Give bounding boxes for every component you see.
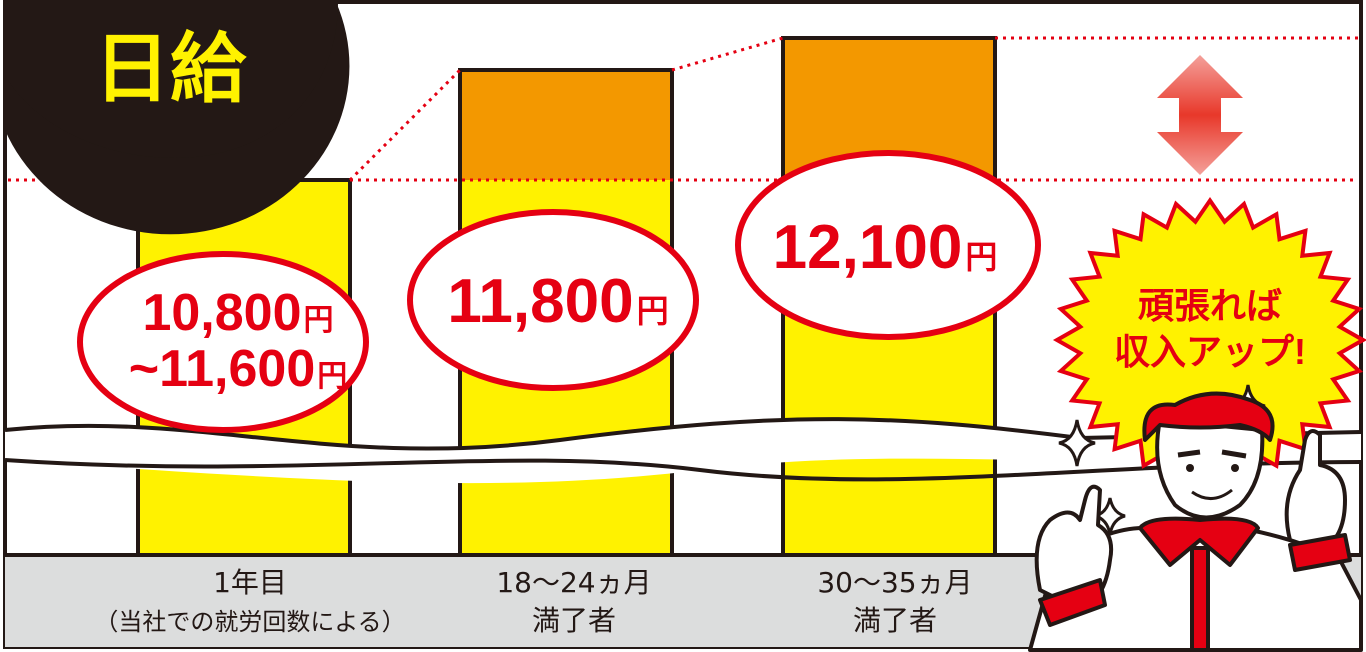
svg-text:10,800円: 10,800円	[142, 284, 333, 342]
svg-text:12,100円: 12,100円	[773, 213, 998, 282]
chart-title: 日給	[94, 27, 247, 112]
callout-starburst: 頑張れば 収入アップ!	[1052, 196, 1366, 484]
value-label-0: 10,800円 ~11,600円	[77, 251, 369, 433]
value-unit-2: 円	[965, 239, 997, 275]
value-unit-1: 円	[637, 293, 669, 329]
value-unit-0a: 円	[304, 304, 334, 337]
category-label-1: 18〜24ヵ月	[496, 566, 651, 599]
value-unit-0b: 円	[317, 360, 347, 393]
category-sublabel-2: 満了者	[853, 604, 937, 637]
category-sublabel-1: 満了者	[532, 604, 616, 637]
axis-break	[5, 419, 1361, 484]
worker-mascot-icon	[1028, 391, 1363, 652]
callout-line-2: 収入アップ!	[1114, 331, 1306, 372]
svg-text:11,800円: 11,800円	[447, 267, 668, 336]
value-text-0b: ~11,600	[129, 340, 316, 398]
value-label-1: 11,800円	[407, 209, 699, 391]
value-text-2: 12,100	[773, 213, 963, 282]
connector-line	[671, 36, 784, 72]
svg-text:~11,600円: ~11,600円	[129, 340, 348, 398]
category-sublabel-0: （当社での就労回数による）	[94, 608, 405, 636]
category-label-0: 1年目	[213, 566, 287, 599]
bar-increase-1	[460, 70, 672, 180]
increase-arrow-icon	[1157, 55, 1243, 175]
value-text-1: 11,800	[447, 267, 633, 336]
sparkle-icon	[1058, 419, 1096, 467]
value-text-0a: 10,800	[142, 284, 301, 342]
value-label-2: 12,100円	[735, 150, 1041, 340]
category-label-2: 30〜35ヵ月	[817, 566, 972, 599]
callout-line-1: 頑張れば	[1138, 285, 1282, 326]
connector-line	[348, 68, 462, 182]
